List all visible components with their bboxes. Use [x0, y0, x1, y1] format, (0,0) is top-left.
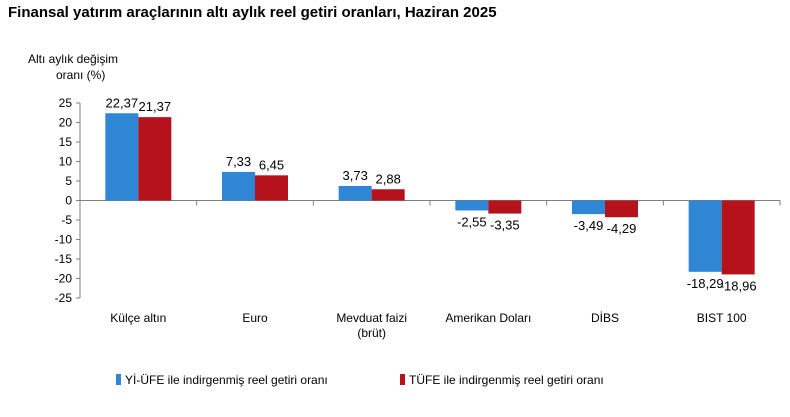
bar — [338, 185, 372, 201]
data-labels: 22,37 21,37 7,33 6,45 3,73 2,88 -2,55 -3,35 -3,4… — [106, 95, 757, 293]
legend: Yİ-ÜFE ile indirgenmiş reel getiri oranı… — [116, 373, 604, 387]
y-axis-title: Altı aylık değişim oranı (%) — [28, 52, 118, 82]
y-axis-ticks: 25 20 15 10 5 0 -5 -10 -15 -20 -25 — [55, 96, 80, 305]
bar — [688, 200, 722, 272]
y-tick-label: 15 — [59, 135, 73, 149]
bar — [455, 200, 489, 211]
data-label: -18,96 — [720, 278, 757, 293]
data-label: 22,37 — [106, 95, 139, 110]
y-axis-title-line: Altı aylık değişim — [28, 52, 118, 66]
y-tick-label: -5 — [61, 213, 72, 227]
x-category-label: Amerikan Doları — [445, 311, 531, 325]
bars — [105, 113, 755, 275]
bar — [605, 200, 638, 218]
axes — [79, 103, 781, 298]
data-label: -3,49 — [574, 218, 604, 233]
y-tick-label: -20 — [55, 272, 73, 286]
y-tick-label: 25 — [59, 96, 73, 110]
data-label: 6,45 — [259, 157, 284, 172]
data-label: -4,29 — [607, 221, 637, 236]
bar — [721, 200, 755, 275]
legend-label: TÜFE ile indirgenmiş reel getiri oranı — [409, 373, 604, 387]
bar — [222, 171, 255, 201]
legend-label: Yİ-ÜFE ile indirgenmiş reel getiri oranı — [125, 373, 328, 387]
data-label: 2,88 — [376, 171, 401, 186]
y-tick-label: -10 — [55, 233, 73, 247]
legend-swatch — [116, 374, 121, 385]
x-category-label: (brüt) — [357, 326, 386, 340]
data-label: 21,37 — [139, 99, 172, 114]
bar — [572, 200, 605, 215]
data-label: -3,35 — [490, 218, 520, 233]
bar — [105, 113, 139, 201]
data-label: 3,73 — [343, 168, 368, 183]
x-category-label: Külçe altın — [110, 311, 166, 325]
legend-swatch — [400, 374, 405, 385]
x-category-label: BIST 100 — [697, 311, 747, 325]
bar — [488, 200, 522, 214]
x-category-label: Euro — [242, 311, 268, 325]
bar — [255, 175, 288, 201]
x-category-label: DİBS — [591, 311, 619, 325]
y-tick-label: 5 — [65, 174, 72, 188]
y-tick-label: 10 — [59, 155, 73, 169]
bar — [371, 189, 405, 201]
data-label: -18,29 — [687, 276, 724, 291]
x-axis-categories: Külçe altın Euro Mevduat faizi(brüt) Amerik… — [110, 311, 747, 340]
y-tick-label: 20 — [59, 116, 73, 130]
data-label: 7,33 — [226, 154, 251, 169]
data-label: -2,55 — [457, 214, 487, 229]
x-category-label: Mevduat faizi — [336, 311, 407, 325]
y-tick-label: -25 — [55, 291, 73, 305]
chart-title: Finansal yatırım araçlarının altı aylık … — [8, 4, 497, 21]
y-tick-label: 0 — [65, 194, 72, 208]
bar — [138, 117, 172, 201]
y-tick-label: -15 — [55, 252, 73, 266]
y-axis-title-line: oranı (%) — [56, 68, 105, 82]
